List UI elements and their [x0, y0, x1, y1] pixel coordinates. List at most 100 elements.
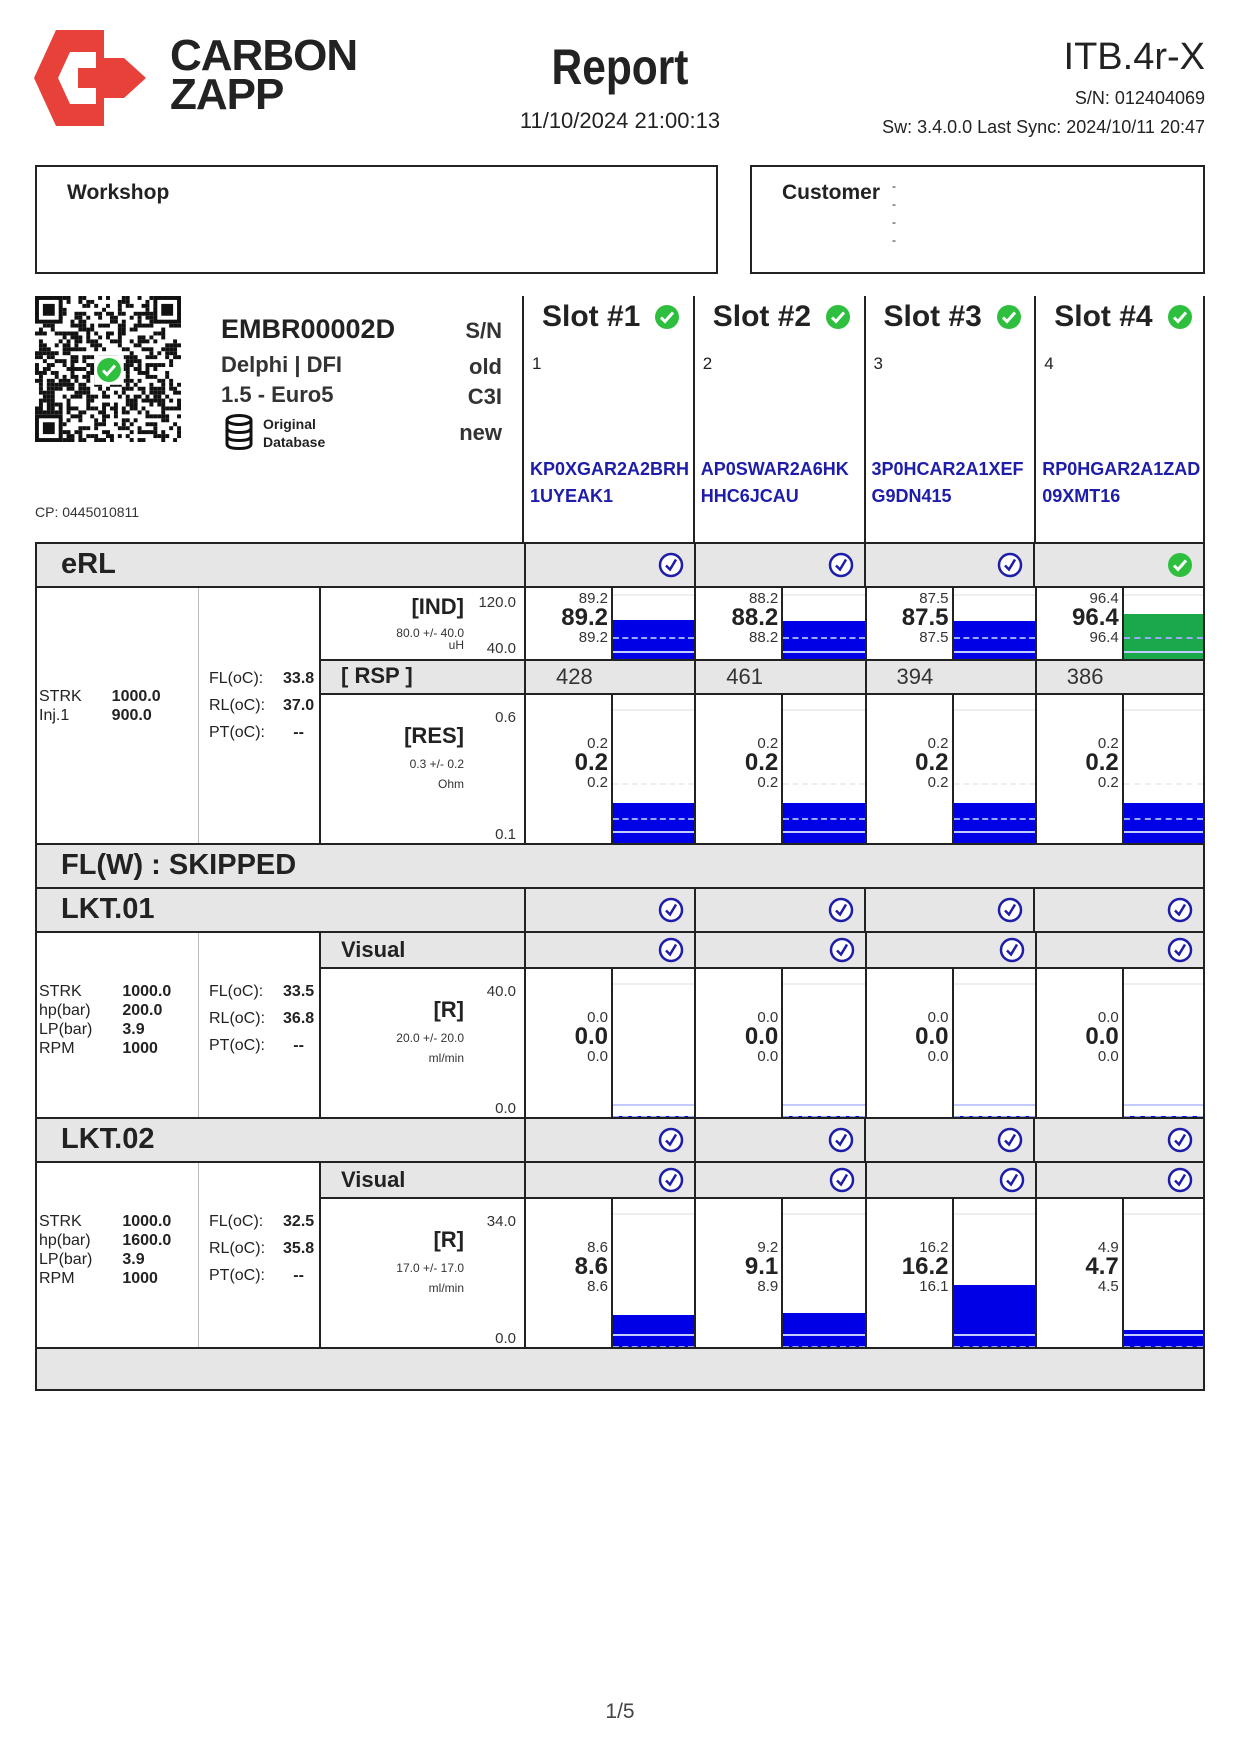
slot-header-2[interactable]: Slot #2 2 AP0SWAR2A6HKHHC6JCAU: [692, 296, 864, 542]
value-bar: [953, 803, 1035, 845]
check-circle-outline-icon: [1167, 937, 1193, 963]
injector-info: EMBR00002D Delphi | DFI 1.5 - Euro5 Origina…: [35, 296, 522, 542]
value-column: 9.2 9.1 8.9: [696, 1239, 778, 1295]
r-label-cell: [R] 20.0 +/- 20.0 ml/min 40.0 0.0: [319, 969, 524, 1119]
value-low: 87.5: [919, 629, 949, 646]
lkt-temperatures: FL(oC): 33.5 RL(oC): 36.8 PT(oC): --: [198, 933, 319, 1119]
measure-label: [R]: [433, 997, 464, 1022]
slot-title: Slot #1: [524, 296, 693, 334]
nominal-line: [613, 1103, 695, 1106]
customer-box: Customer - - - -: [750, 165, 1205, 274]
nominal-line: [783, 651, 865, 654]
value-column: 96.4 96.4 96.4: [1037, 590, 1119, 646]
nominal-line: [783, 1103, 865, 1106]
visual-status-4: [1034, 933, 1205, 969]
r-slot-3: 16.2 16.2 16.1: [864, 1199, 1035, 1349]
temp-name: FL(oC):: [209, 983, 264, 1000]
value-bar: [613, 803, 695, 845]
rsp-slot-3: 394: [864, 659, 1035, 693]
check-circle-outline-icon: [1167, 1127, 1193, 1153]
nominal-line: [613, 831, 695, 833]
injector-info-row: EMBR00002D Delphi | DFI 1.5 - Euro5 Origina…: [35, 296, 1205, 542]
injector-col-label: new: [459, 420, 502, 445]
workshop-box: Workshop: [35, 165, 718, 274]
device-serial: S/N: 012404069: [1074, 88, 1205, 108]
temp-name: RL(oC):: [209, 697, 266, 714]
nominal-line: [1123, 831, 1203, 833]
value-bar-chart: [1121, 969, 1203, 1119]
res-slot-4: 0.2 0.2 0.2: [1034, 693, 1205, 845]
value-low: 8.9: [757, 1278, 779, 1295]
value-bar-chart: [781, 695, 865, 845]
check-circle-green-icon: [96, 357, 122, 383]
chart-max-line: [1123, 594, 1203, 596]
value-high: 0.2: [587, 735, 608, 752]
brand-name: CARBON ZAPP: [170, 34, 358, 117]
erl-body: STRK 1000.0 Inj.1 900.0 FL(oC): 33.8 RL(oC): 37…: [35, 586, 1205, 845]
temp-name: PT(oC):: [209, 724, 265, 741]
chart-max-line: [613, 983, 695, 985]
value-low: 89.2: [578, 629, 608, 646]
range-max: 0.6: [495, 709, 516, 726]
slot-number: 3: [873, 354, 883, 373]
param-row: RPM 1000: [39, 1270, 171, 1287]
value-main: 87.5: [901, 604, 949, 631]
value-low: 0.2: [927, 774, 949, 791]
rsp-value: 428: [556, 664, 593, 689]
temp-name: FL(oC):: [209, 670, 264, 687]
value-bar: [953, 1284, 1035, 1349]
value-column: 4.9 4.7 4.5: [1037, 1239, 1118, 1295]
chart-ref-line: [613, 783, 695, 785]
slot-number: 1: [532, 354, 542, 373]
temp-name: RL(oC):: [209, 1010, 266, 1027]
value-bar-chart: [951, 588, 1035, 659]
temp-row: PT(oC): --: [209, 1263, 314, 1288]
temp-row: RL(oC): 37.0: [209, 693, 314, 718]
nominal-line: [783, 1333, 865, 1336]
slot-header-3[interactable]: Slot #3 3 3P0HCAR2A1XEFG9DN415: [863, 296, 1035, 542]
value-column: 8.6 8.6 8.6: [526, 1239, 608, 1295]
chart-max-line: [783, 1213, 865, 1215]
check-circle-green-icon: [996, 304, 1022, 330]
tolerance-line: [953, 637, 1035, 640]
param-value: 1000.0: [122, 983, 172, 1000]
value-bar-chart: [781, 969, 865, 1119]
value-bar-chart: [611, 695, 695, 845]
slot-status-1: [524, 889, 694, 931]
report-title: Report: [551, 39, 689, 95]
slot-header-4[interactable]: Slot #4 4 RP0HGAR2A1ZAD09XMT16: [1034, 296, 1205, 542]
param-name: LP(bar): [39, 1251, 93, 1268]
value-main: 0.2: [915, 749, 949, 776]
visual-status-4: [1034, 1163, 1205, 1199]
chart-max-line: [1123, 983, 1203, 985]
param-value: 1600.0: [122, 1232, 172, 1249]
tolerance-line: [953, 817, 1035, 820]
tolerance-line: [613, 637, 695, 640]
temp-name: PT(oC):: [209, 1037, 265, 1054]
customer-line: -: [892, 233, 896, 247]
tolerance-line: [1123, 1115, 1203, 1118]
rsp-slot-4: 386: [1034, 659, 1205, 693]
nominal-line: [953, 1103, 1035, 1106]
measure-unit: ml/min: [428, 1281, 464, 1295]
range-min: 0.0: [495, 1100, 516, 1117]
res-slot-1: 0.2 0.2 0.2: [524, 693, 695, 845]
injector-col-label: old: [469, 354, 502, 379]
nominal-line: [613, 651, 695, 654]
slot-header-1[interactable]: Slot #1 1 KP0XGAR2A2BRH1UYEAK1: [522, 296, 693, 542]
param-row: STRK 1000.0: [39, 1213, 171, 1230]
value-column: 0.0 0.0 0.0: [867, 1009, 948, 1065]
chart-ref-line: [783, 783, 865, 785]
value-column: 0.2 0.2 0.2: [867, 735, 949, 791]
rsp-value: 394: [896, 664, 934, 689]
temp-value: 33.8: [283, 670, 315, 687]
slot-label: Slot #1: [542, 300, 641, 333]
slot-title: Slot #4: [1036, 296, 1203, 334]
temp-value: 32.5: [283, 1213, 315, 1230]
value-bar: [783, 1312, 865, 1349]
value-low: 16.1: [919, 1278, 949, 1295]
chart-max-line: [783, 594, 865, 596]
value-column: 0.2 0.2 0.2: [526, 735, 608, 791]
temp-row: PT(oC): --: [209, 720, 314, 745]
value-bar-chart: [1121, 1199, 1203, 1349]
